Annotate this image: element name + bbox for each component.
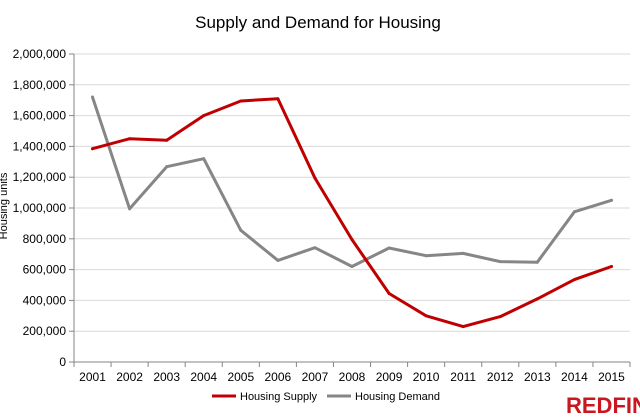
y-tick-label: 2,000,000 — [13, 47, 67, 61]
axes: 0 200,000 400,000 600,000 800,000 1,000,000 1,… — [13, 47, 631, 384]
housing-supply-point — [91, 147, 94, 151]
housing-supply-point — [461, 325, 465, 329]
housing-demand-point — [498, 260, 502, 264]
y-tick-label: 1,000,000 — [13, 201, 67, 215]
housing-demand-point — [202, 157, 206, 161]
y-tick-label: 0 — [59, 355, 66, 369]
housing-demand-point — [239, 228, 243, 232]
housing-supply-point — [202, 114, 206, 118]
x-tick-label: 2006 — [265, 370, 292, 384]
housing-supply-point — [128, 137, 132, 141]
housing-demand-point — [128, 207, 132, 211]
x-tick-label: 2009 — [376, 370, 403, 384]
x-tick-label: 2014 — [561, 370, 588, 384]
housing-demand-point — [535, 260, 539, 264]
housing-supply-point — [313, 176, 317, 180]
housing-demand-point — [387, 246, 391, 250]
x-tick-label: 2012 — [487, 370, 514, 384]
series-lines — [91, 95, 613, 329]
housing-supply-point — [498, 315, 502, 319]
y-tick-label: 1,400,000 — [13, 139, 67, 153]
housing-demand-point — [350, 265, 354, 268]
legend-label-housing-demand: Housing Demand — [355, 391, 440, 403]
chart-title: Supply and Demand for Housing — [195, 13, 441, 32]
y-tick-label: 200,000 — [23, 324, 67, 338]
housing-supply-point — [424, 314, 428, 318]
housing-supply-point — [535, 297, 539, 301]
x-tick-label: 2011 — [450, 370, 476, 384]
housing-supply-point — [276, 97, 280, 101]
legend: Housing Supply Housing Demand — [212, 391, 440, 403]
housing-demand-point — [610, 198, 613, 202]
redfin-logo: REDFIN — [566, 393, 640, 418]
y-tick-label: 1,200,000 — [13, 170, 67, 184]
y-axis-title: Housing units — [0, 172, 10, 239]
housing-supply-point — [350, 238, 354, 242]
y-tick-label: 800,000 — [23, 232, 67, 246]
housing-demand-point — [461, 251, 465, 255]
housing-supply-point — [165, 138, 169, 142]
housing-demand-point — [276, 258, 280, 262]
x-tick-label: 2007 — [302, 370, 329, 384]
gridlines — [74, 53, 630, 332]
housing-supply-line — [91, 97, 613, 329]
x-tick-label: 2015 — [598, 370, 625, 384]
x-tick-label: 2004 — [190, 370, 217, 384]
housing-supply-point — [387, 292, 391, 295]
x-tick-label: 2008 — [339, 370, 366, 384]
housing-supply-point — [610, 265, 613, 268]
x-tick-label: 2013 — [524, 370, 551, 384]
housing-demand-point — [424, 254, 428, 258]
y-tick-label: 600,000 — [23, 263, 67, 277]
housing-supply-point — [239, 99, 243, 103]
housing-supply-point — [572, 278, 576, 282]
x-tick-label: 2010 — [413, 370, 440, 384]
housing-demand-point — [165, 165, 169, 169]
legend-label-housing-supply: Housing Supply — [240, 391, 318, 403]
x-tick-label: 2001 — [79, 370, 106, 384]
housing-demand-point — [313, 246, 317, 250]
x-tick-label: 2003 — [153, 370, 180, 384]
housing-demand-point — [572, 210, 576, 214]
x-tick-label: 2005 — [227, 370, 254, 384]
y-tick-label: 400,000 — [23, 293, 67, 307]
y-tick-label: 1,800,000 — [13, 78, 67, 92]
y-tick-label: 1,600,000 — [13, 109, 67, 123]
housing-demand-point — [91, 95, 94, 99]
x-tick-label: 2002 — [116, 370, 143, 384]
